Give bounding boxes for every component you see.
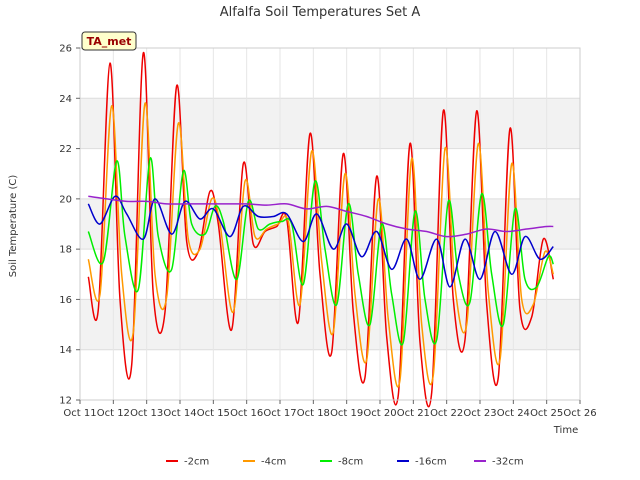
x-tick-label: Oct 13 (130, 408, 163, 419)
x-tick-label: Oct 19 (330, 408, 363, 419)
ta-met-badge: TA_met (81, 31, 137, 51)
x-tick-label: Oct 16 (230, 408, 263, 419)
y-tick-label: 12 (59, 396, 72, 407)
chart-title: Alfalfa Soil Temperatures Set A (220, 5, 421, 20)
x-tick-label: Oct 20 (363, 408, 396, 419)
ta-met-badge-label: TA_met (87, 35, 132, 48)
legend-label: -32cm (492, 457, 524, 468)
series-lines (87, 52, 555, 408)
x-tick-label: Oct 18 (297, 408, 330, 419)
x-tick-label: Oct 25 (530, 408, 563, 419)
y-tick-label: 18 (59, 245, 72, 256)
x-tick-label: Oct 14 (163, 408, 196, 419)
x-axis-label: Time (553, 425, 578, 436)
legend-label: -2cm (184, 457, 209, 468)
x-tick-label: Oct 12 (97, 408, 130, 419)
x-tick-label: Oct 24 (497, 408, 530, 419)
series-line-2cm (87, 52, 555, 408)
plot-frame (79, 47, 581, 401)
x-tick-label: Oct 17 (263, 408, 296, 419)
y-tick-label: 24 (59, 94, 72, 105)
legend-label: -16cm (415, 457, 447, 468)
y-tick-label: 26 (59, 44, 72, 55)
x-tick-label: Oct 26 (563, 408, 596, 419)
y-tick-label: 14 (59, 345, 72, 356)
y-tick-label: 22 (59, 144, 72, 155)
y-tick-label: 16 (59, 295, 72, 306)
x-tick-label: Oct 21 (397, 408, 430, 419)
x-tick-label: Oct 22 (430, 408, 463, 419)
y-axis-label: Soil Temperature (C) (8, 175, 19, 278)
legend-label: -4cm (261, 457, 286, 468)
legend-label: -8cm (338, 457, 363, 468)
series-line-32cm (88, 195, 554, 238)
x-tick-label: Oct 15 (197, 408, 230, 419)
series-line-16cm (87, 195, 554, 288)
x-tick-label: Oct 23 (463, 408, 496, 419)
x-axis-ticks: Oct 11 Oct 12 Oct 13 Oct 14 Oct 15 Oct 16 Oct … (63, 400, 597, 419)
series-line-8cm (87, 157, 554, 346)
x-tick-label: Oct 11 (63, 408, 96, 419)
legend: -2cm -4cm -8cm -16cm -32cm (166, 457, 524, 468)
y-tick-label: 20 (59, 194, 72, 205)
y-axis-ticks: 12 14 16 18 20 22 24 26 (59, 44, 80, 407)
background-band (80, 98, 580, 149)
series-line-4cm (87, 102, 555, 388)
